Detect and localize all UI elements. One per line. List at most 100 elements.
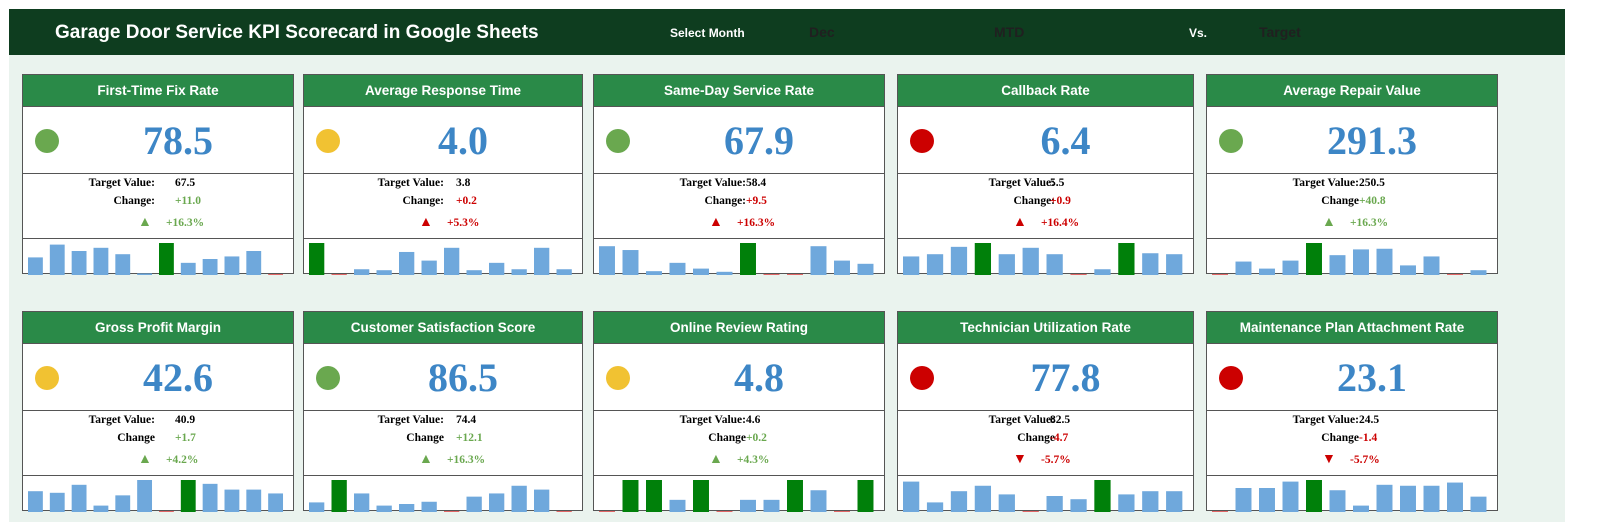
kpi-title: Online Review Rating (594, 312, 884, 344)
sparkline-bar (1329, 255, 1346, 275)
header-bar: Garage Door Service KPI Scorecard in Goo… (9, 9, 1565, 55)
change-value: +1.7 (175, 432, 196, 444)
sparkline-bar (202, 483, 218, 512)
kpi-title: Callback Rate (898, 75, 1193, 107)
sparkline-bar (693, 268, 709, 275)
change-value: +9.5 (746, 195, 767, 207)
change-label: Change (708, 432, 746, 444)
sparkline-bar (1022, 511, 1039, 512)
sparkline-bar (834, 511, 850, 512)
kpi-main: 291.3 (1207, 107, 1497, 174)
sparkline-bar (1306, 243, 1322, 275)
kpi-card[interactable]: Online Review Rating 4.8 Target Value: 4.6 C… (593, 311, 885, 512)
kpi-value: 77.8 (1030, 355, 1101, 400)
kpi-details: Target Value: 67.5 Change: +11.0 ▲ +16.3% (23, 174, 293, 239)
kpi-details: Target Value: 24.5 Change -1.4 ▼ -5.7% (1207, 411, 1497, 476)
sparkline-bar (1235, 488, 1252, 512)
change-value: -1.4 (1359, 432, 1378, 444)
sparkline-bar (556, 511, 572, 512)
kpi-card[interactable]: Average Response Time 4.0 Target Value: 3.8… (303, 74, 583, 275)
status-dot-icon (910, 129, 934, 153)
sparkline-bar (1142, 491, 1159, 512)
kpi-card[interactable]: First-Time Fix Rate 78.5 Target Value: 67.5… (22, 74, 294, 275)
change-value: +0.9 (1050, 195, 1071, 207)
sparkline-bar (1376, 248, 1393, 275)
status-dot-icon (910, 366, 934, 390)
sparkline-bar (1306, 480, 1322, 512)
kpi-card[interactable]: Average Repair Value 291.3 Target Value: 25… (1206, 74, 1498, 275)
sparkline-bar (1070, 499, 1087, 512)
sparkline-bar (1423, 256, 1440, 275)
sparkline-bar (354, 269, 370, 275)
sparkline-bar (1470, 270, 1487, 275)
kpi-card[interactable]: Customer Satisfaction Score 86.5 Target Va… (303, 311, 583, 512)
target-label: Target Value: (988, 177, 1055, 189)
month-select[interactable]: Dec (809, 24, 835, 40)
kpi-card[interactable]: Callback Rate 6.4 Target Value: 5.5 Change: +… (897, 74, 1194, 275)
sparkline-bar (246, 251, 262, 275)
kpi-value: 4.8 (734, 355, 784, 400)
change-value: +40.8 (1359, 195, 1386, 207)
change-percent: +16.3% (737, 217, 776, 229)
sparkline-bar (716, 511, 733, 512)
sparkline-bar-chart (1212, 480, 1487, 512)
triangle-down-icon: ▼ (1322, 452, 1336, 467)
kpi-title: Technician Utilization Rate (898, 312, 1193, 344)
sparkline-bar (556, 269, 572, 275)
sparkline-bar (224, 489, 240, 512)
compare-select[interactable]: Target (1259, 24, 1301, 40)
change-value: -4.7 (1050, 432, 1069, 444)
target-label: Target Value: (377, 177, 444, 189)
sparkline-bar (998, 254, 1015, 275)
kpi-value: 291.3 (1327, 118, 1417, 163)
kpi-details: Target Value: 74.4 Change +12.1 ▲ +16.3% (304, 411, 582, 476)
sparkline-bar (246, 489, 262, 512)
status-dot-icon (1219, 129, 1243, 153)
change-label: Change (1321, 432, 1359, 444)
kpi-value: 86.5 (428, 355, 498, 400)
change-value: +0.2 (456, 195, 477, 207)
sparkline-bar-chart (1212, 243, 1487, 275)
sparkline-bar (159, 511, 174, 512)
sparkline-bar (1046, 496, 1063, 512)
sparkline-bar (646, 271, 662, 275)
sparkline-bar (115, 495, 131, 512)
kpi-main: 86.5 (304, 344, 582, 411)
change-percent: -5.7% (1041, 454, 1071, 466)
kpi-card[interactable]: Same-Day Service Rate 67.9 Target Value: 58… (593, 74, 885, 275)
sparkline-bar-chart (28, 243, 284, 275)
change-percent: +4.3% (737, 454, 770, 466)
change-label: Change (1017, 432, 1055, 444)
change-label: Change (117, 432, 155, 444)
sparkline-bar (950, 491, 968, 512)
sparkline-bar (49, 244, 65, 275)
kpi-main: 6.4 (898, 107, 1193, 174)
sparkline-bar (1212, 274, 1228, 275)
sparkline-bar (926, 254, 944, 275)
target-value: 24.5 (1359, 414, 1380, 426)
kpi-main: 4.8 (594, 344, 884, 411)
sparkline-bar (646, 480, 662, 512)
triangle-down-icon: ▼ (1013, 452, 1027, 467)
sparkline-bar (180, 480, 196, 512)
kpi-title: Average Repair Value (1207, 75, 1497, 107)
kpi-title: First-Time Fix Rate (23, 75, 293, 107)
sparkline-bar (511, 485, 527, 512)
sparkline-bar (763, 499, 780, 512)
target-value: 40.9 (175, 414, 196, 426)
target-value: 5.5 (1050, 177, 1065, 189)
sparkline-bar (1447, 274, 1463, 275)
kpi-title: Customer Satisfaction Score (304, 312, 582, 344)
sparkline-bar (740, 499, 756, 512)
kpi-main: 42.6 (23, 344, 293, 411)
period-select[interactable]: MTD (994, 24, 1025, 40)
sparkline-bar (1423, 485, 1440, 512)
kpi-value: 42.6 (143, 355, 213, 400)
sparkline-bar (1400, 485, 1416, 512)
kpi-card[interactable]: Gross Profit Margin 42.6 Target Value: 40.9… (22, 311, 294, 512)
kpi-card[interactable]: Maintenance Plan Attachment Rate 23.1 Targ… (1206, 311, 1498, 512)
kpi-main: 4.0 (304, 107, 582, 174)
change-value: +12.1 (456, 432, 483, 444)
triangle-up-icon: ▲ (419, 452, 433, 467)
kpi-card[interactable]: Technician Utilization Rate 77.8 Target Va… (897, 311, 1194, 512)
